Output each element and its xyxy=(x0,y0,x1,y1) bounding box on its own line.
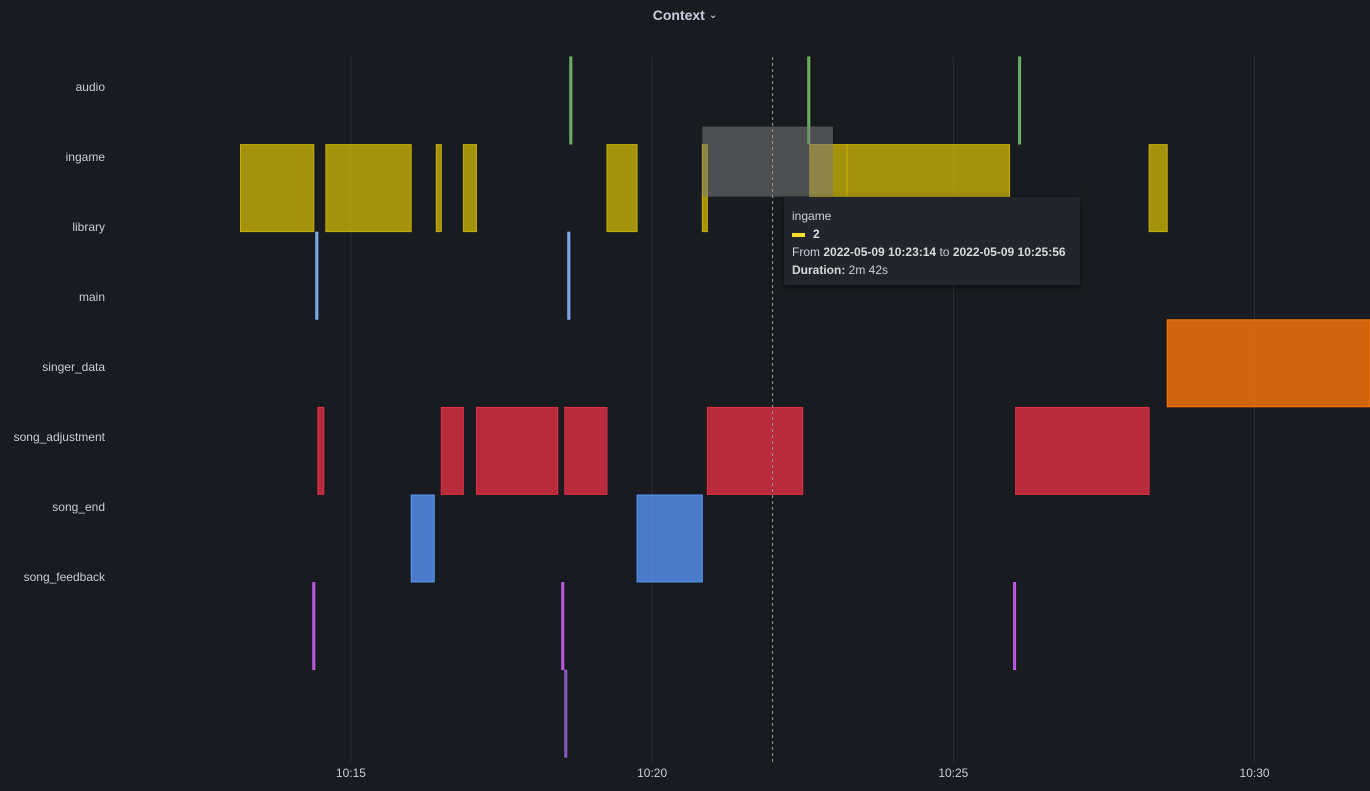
bar-singer_data[interactable] xyxy=(440,406,464,495)
bar-song_end[interactable] xyxy=(1013,582,1017,671)
row-label-singer_data: singer_data xyxy=(42,360,105,374)
bar-ingame[interactable] xyxy=(435,144,442,233)
tooltip-duration: 2m 42s xyxy=(848,263,889,277)
bar-song_feedback[interactable] xyxy=(564,669,568,758)
x-axis-ticks: 10:15 10:20 10:25 10:30 xyxy=(336,766,1270,780)
x-tick-label: 10:15 xyxy=(336,766,366,780)
bar-main[interactable] xyxy=(1166,319,1370,408)
tooltip-value: 2 xyxy=(813,227,820,241)
tooltip-duration-label: Duration: xyxy=(792,263,846,277)
row-label-audio: audio xyxy=(76,80,106,94)
row-label-song_end: song_end xyxy=(52,500,105,514)
bar-library[interactable] xyxy=(315,231,319,320)
bar-audio[interactable] xyxy=(569,56,573,145)
row-label-main: main xyxy=(79,290,105,304)
row-label-library: library xyxy=(72,220,105,234)
bar-song_end[interactable] xyxy=(312,582,316,671)
bar-song_end[interactable] xyxy=(561,582,565,671)
tooltip-swatch-icon xyxy=(792,232,805,237)
bar-singer_data[interactable] xyxy=(475,406,559,495)
overlay xyxy=(702,57,833,762)
bar-library[interactable] xyxy=(567,231,571,320)
chevron-down-icon: ⌄ xyxy=(708,9,718,21)
panel-title[interactable]: Context ⌄ xyxy=(653,7,718,23)
bar-singer_data[interactable] xyxy=(1015,406,1150,495)
tooltip-to-label: to xyxy=(939,245,950,259)
bar-ingame[interactable] xyxy=(1148,144,1168,233)
panel-title-text: Context xyxy=(652,7,705,23)
bar-ingame[interactable] xyxy=(240,144,315,233)
tooltip-duration-row: Duration: 2m 42s xyxy=(792,261,1072,279)
x-tick-label: 10:20 xyxy=(637,766,667,780)
row-label-song_adjustment: song_adjustment xyxy=(14,430,106,444)
bar-singer_data[interactable] xyxy=(317,406,325,495)
hover-highlight xyxy=(702,126,833,197)
bar-song_adjustment[interactable] xyxy=(636,494,703,583)
tooltip-from: 2022-05-09 10:23:14 xyxy=(823,245,937,259)
tooltip-from-label: From xyxy=(792,245,820,259)
x-tick-label: 10:25 xyxy=(938,766,968,780)
row-label-song_feedback: song_feedback xyxy=(24,570,106,584)
bar-ingame[interactable] xyxy=(462,144,477,233)
bar-singer_data[interactable] xyxy=(564,406,608,495)
row-label-ingame: ingame xyxy=(66,150,106,164)
tooltip: ingame 2 From 2022-05-09 10:23:14 to 202… xyxy=(784,197,1080,285)
tooltip-value-row: 2 xyxy=(792,225,1072,243)
bar-audio[interactable] xyxy=(1018,56,1022,145)
tooltip-range: From 2022-05-09 10:23:14 to 2022-05-09 1… xyxy=(792,243,1072,261)
tooltip-to: 2022-05-09 10:25:56 xyxy=(952,245,1066,259)
bar-singer_data[interactable] xyxy=(706,406,804,495)
bar-ingame[interactable] xyxy=(606,144,638,233)
row-labels: audio ingame library main singer_data song_ad… xyxy=(14,80,106,584)
bars xyxy=(240,56,1370,758)
bar-ingame[interactable] xyxy=(325,144,412,233)
x-tick-label: 10:30 xyxy=(1240,766,1270,780)
tooltip-series: ingame xyxy=(792,209,832,223)
bar-song_adjustment[interactable] xyxy=(410,494,435,583)
